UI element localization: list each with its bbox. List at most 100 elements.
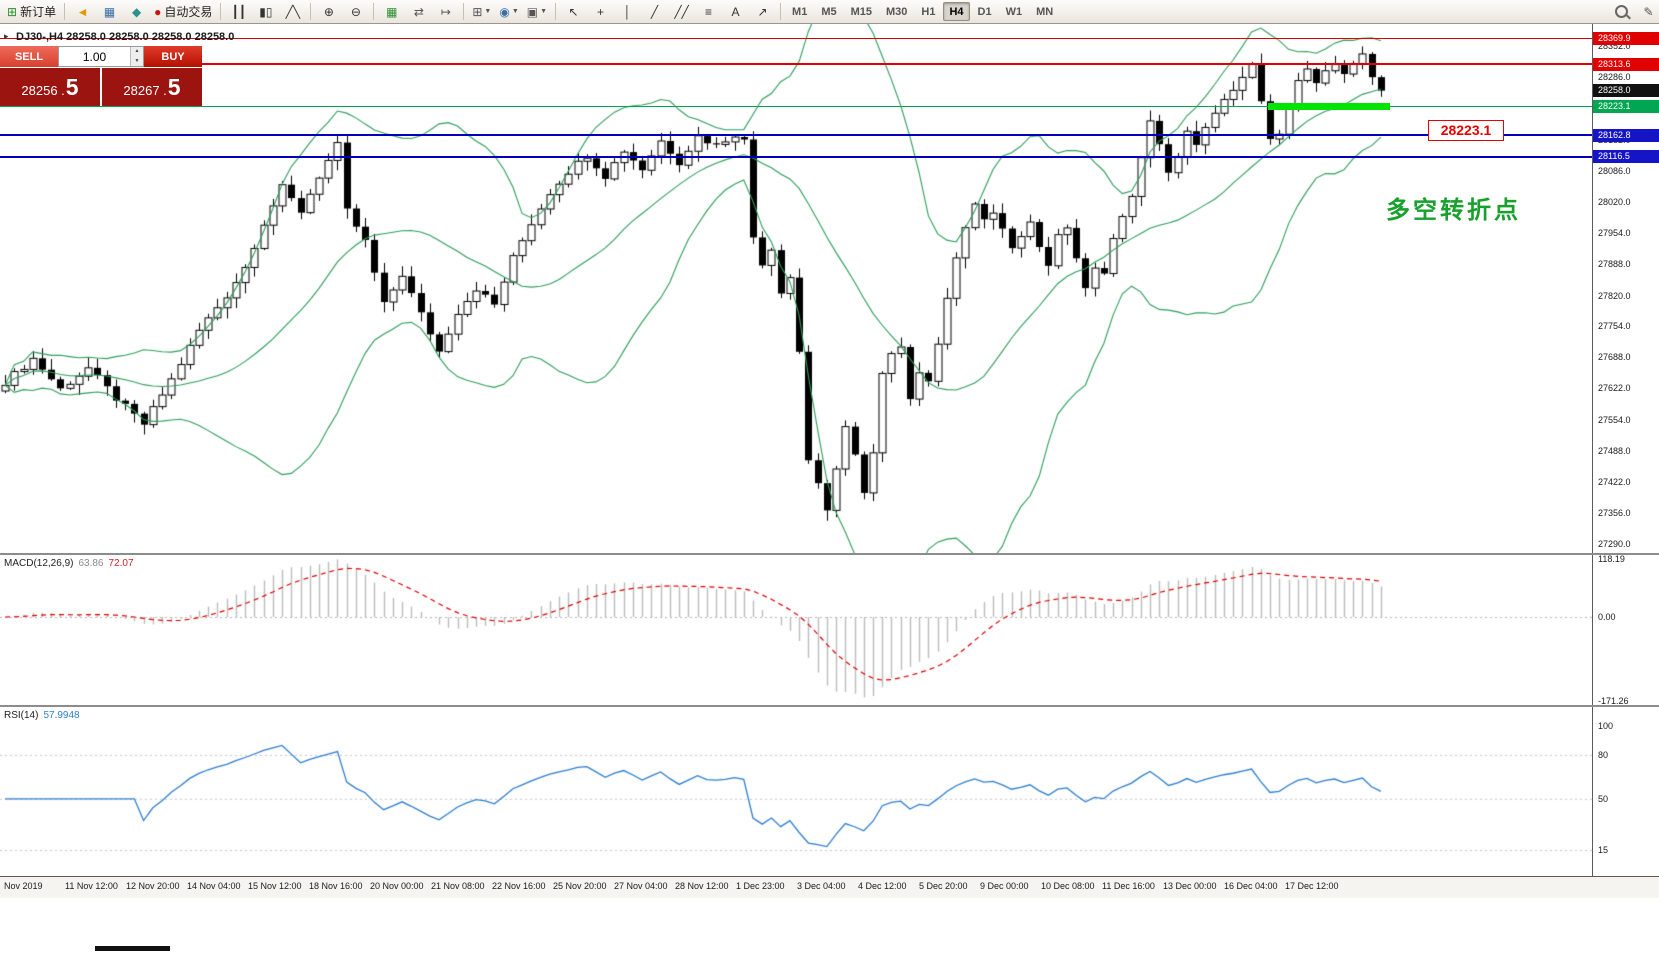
panel-divider[interactable] — [0, 553, 1659, 555]
price-axis-label: 27422.0 — [1598, 476, 1631, 487]
chart-annotation-text[interactable]: 多空转折点 — [1386, 197, 1521, 224]
trendline-icon: ╱ — [650, 4, 659, 19]
auto-scroll-button[interactable]: ⇄ — [406, 1, 431, 22]
timeframe-h1-button[interactable]: H1 — [921, 5, 936, 18]
time-axis-label: 17 Dec 12:00 — [1285, 881, 1339, 891]
macd-axis-label: -171.26 — [1598, 696, 1629, 706]
hscrollbar-thumb[interactable] — [95, 946, 170, 951]
time-axis-label: 11 Nov 12:00 — [65, 881, 118, 891]
timeframe-m15-button[interactable]: M15 — [850, 5, 873, 18]
new-chart-button[interactable]: ⊞ ▼ — [469, 1, 494, 22]
profiles-icon: ◉ — [499, 4, 510, 19]
chevron-down-icon: ▼ — [484, 8, 492, 15]
timeframe-w1-button[interactable]: W1 — [1005, 5, 1023, 18]
bar-chart-button[interactable]: ┃┃ — [226, 1, 251, 22]
arrows-button[interactable]: ↗ — [750, 1, 775, 22]
time-axis-label: 10 Dec 08:00 — [1041, 881, 1095, 891]
text-icon: A — [731, 4, 740, 19]
zoom-in-button[interactable]: ⊕ — [316, 1, 341, 22]
macd-axis-label: 0.00 — [1598, 611, 1616, 622]
buy-price[interactable]: 28267 .5 — [102, 68, 202, 106]
zoom-out-button[interactable]: ⊖ — [343, 1, 368, 22]
fibonacci-button[interactable]: ≡ — [696, 1, 721, 22]
candlestick-chart-icon: ▮▯ — [259, 4, 273, 19]
cursor-icon: ↖ — [568, 4, 579, 19]
time-axis[interactable]: Nov 2019 11 Nov 12:00 12 Nov 20:00 14 Nov 0… — [0, 876, 1659, 898]
text-button[interactable]: A — [723, 1, 748, 22]
search-button[interactable] — [1609, 1, 1634, 22]
timeframe-mn-button[interactable]: MN — [1036, 5, 1054, 18]
price-axis-label: 27488.0 — [1598, 445, 1631, 456]
vertical-line-button[interactable]: │ — [615, 1, 640, 22]
trendline-button[interactable]: ╱ — [642, 1, 667, 22]
main-chart-panel: ▸ DJ30-,H4 28258.0 28258.0 28258.0 28258… — [0, 24, 1592, 553]
sell-price[interactable]: 28256 .5 — [0, 68, 100, 106]
new-order-button[interactable]: ⊞ 新订单 — [4, 1, 59, 22]
price-tag: 28369.9 — [1593, 31, 1659, 45]
edit-button[interactable]: ✎ — [1636, 1, 1659, 22]
auto-trading-button[interactable]: ● 自动交易 — [151, 1, 215, 22]
price-axis-label: 28020.0 — [1598, 196, 1631, 207]
volume-up-button[interactable]: ▲ — [131, 47, 143, 57]
chart-shift-icon: ↦ — [440, 4, 451, 19]
highlight-segment[interactable] — [1268, 103, 1390, 111]
strategy-tester-button[interactable]: ◆ — [124, 1, 149, 22]
announcement-button[interactable]: ◄ — [70, 1, 95, 22]
one-click-toggle[interactable]: ▸ — [4, 31, 9, 41]
crosshair-button[interactable]: + — [588, 1, 613, 22]
announcement-icon: ◄ — [76, 4, 89, 19]
time-axis-label: 28 Nov 12:00 — [675, 881, 729, 891]
time-axis-label: 14 Nov 04:00 — [187, 881, 241, 891]
price-tag: 28313.6 — [1593, 57, 1659, 71]
volume-down-button[interactable]: ▼ — [131, 56, 143, 66]
timeframe-d1-button[interactable]: D1 — [977, 5, 992, 18]
timeframe-m5-button[interactable]: M5 — [821, 5, 837, 18]
tile-windows-button[interactable]: ▦ — [379, 1, 404, 22]
rsi-canvas[interactable] — [0, 707, 1592, 876]
time-axis-label: 9 Dec 00:00 — [980, 881, 1029, 891]
channel-button[interactable]: ╱╱ — [669, 1, 694, 22]
chart-shift-button[interactable]: ↦ — [433, 1, 458, 22]
templates-button[interactable]: ▣ ▼ — [524, 1, 550, 22]
sell-button[interactable]: SELL — [0, 46, 58, 67]
panel-divider[interactable] — [0, 705, 1659, 707]
price-axis[interactable]: 28352.028286.028220.028152.028086.028020… — [1592, 24, 1659, 876]
bottom-strip — [0, 898, 1659, 953]
profiles-button[interactable]: ◉ ▼ — [496, 1, 521, 22]
timeframe-m30-button[interactable]: M30 — [886, 5, 908, 18]
horizontal-line[interactable] — [0, 63, 1592, 66]
timeframe-h4-button[interactable]: H4 — [943, 2, 970, 21]
horizontal-line[interactable] — [0, 134, 1592, 137]
price-callout-label[interactable]: 28223.1 — [1428, 120, 1504, 141]
line-chart-button[interactable]: ╱╲ — [280, 1, 305, 22]
time-axis-label: 22 Nov 16:00 — [492, 881, 546, 891]
price-tag: 28162.8 — [1593, 128, 1659, 142]
price-axis-label: 27954.0 — [1598, 227, 1631, 238]
cursor-button[interactable]: ↖ — [561, 1, 586, 22]
volume-input[interactable] — [59, 47, 130, 66]
macd-canvas[interactable] — [0, 555, 1592, 705]
horizontal-line[interactable] — [0, 155, 1592, 158]
buy-button[interactable]: BUY — [144, 46, 202, 67]
chart-title: DJ30-,H4 28258.0 28258.0 28258.0 28258.0 — [16, 31, 235, 43]
toolbar: ⊞ 新订单 ◄ ▦ ◆ ● 自动交易 ┃┃ ▮▯ ╱╲ ⊕ ⊖ ▦ ⇄ ↦ ⊞ ▼ ◉ ▼ ▣ ▼ ↖ +… — [0, 0, 1659, 24]
price-axis-label: 27554.0 — [1598, 415, 1631, 426]
tile-windows-icon: ▦ — [386, 4, 398, 19]
vertical-line-icon: │ — [623, 4, 632, 19]
main-chart-canvas[interactable] — [0, 24, 1592, 553]
time-axis-label: 25 Nov 20:00 — [553, 881, 607, 891]
time-axis-label: 4 Dec 12:00 — [858, 881, 907, 891]
candlestick-chart-button[interactable]: ▮▯ — [253, 1, 278, 22]
rsi-axis-label: 50 — [1598, 793, 1609, 804]
timeframe-m1-button[interactable]: M1 — [792, 5, 808, 18]
strategy-tester-icon: ◆ — [131, 4, 142, 19]
chevron-down-icon: ▼ — [540, 8, 548, 15]
terminal-button[interactable]: ▦ — [97, 1, 122, 22]
time-axis-label: 3 Dec 04:00 — [797, 881, 846, 891]
horizontal-line[interactable] — [0, 106, 1592, 108]
horizontal-line[interactable] — [0, 37, 1592, 39]
toolbar-separator — [463, 3, 465, 20]
price-axis-label: 27290.0 — [1598, 538, 1631, 549]
macd-axis-label: 118.19 — [1598, 554, 1625, 564]
time-axis-label: 13 Dec 00:00 — [1163, 881, 1217, 891]
